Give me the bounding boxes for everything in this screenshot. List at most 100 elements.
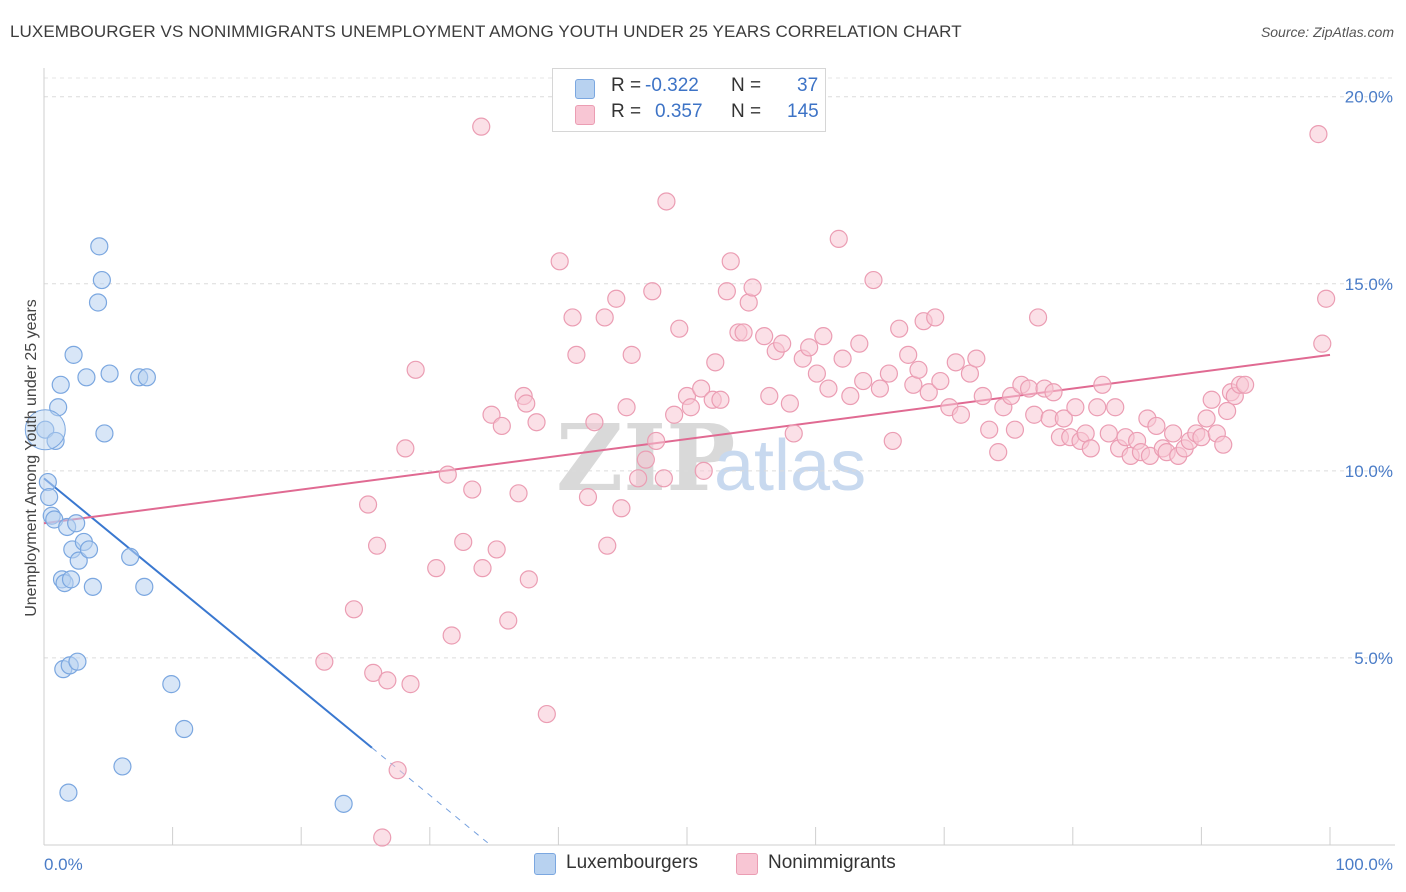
legend-swatch-blue [575, 79, 595, 99]
point-luxembourgers [88, 293, 108, 312]
point-nonimmigrants [926, 308, 945, 327]
point-nonimmigrants [681, 398, 700, 417]
point-nonimmigrants [1192, 428, 1211, 447]
point-nonimmigrants [487, 540, 506, 559]
point-luxembourgers-large [24, 409, 66, 451]
point-nonimmigrants [870, 379, 890, 398]
point-nonimmigrants [883, 431, 902, 451]
point-nonimmigrants [1218, 401, 1237, 421]
point-nonimmigrants [1317, 289, 1336, 308]
point-nonimmigrants [607, 289, 626, 308]
point-nonimmigrants [931, 371, 950, 391]
point-nonimmigrants [879, 364, 899, 383]
bottom-legend-swatch-blue [534, 853, 556, 875]
point-nonimmigrants [1054, 409, 1073, 428]
data-points [24, 117, 1336, 847]
legend-r-label: R = [611, 75, 642, 96]
legend: R = -0.322 N = 37 R = 0.357 N = 145 [552, 68, 826, 132]
point-nonimmigrants [980, 420, 999, 439]
point-nonimmigrants [654, 469, 673, 488]
point-luxembourgers [175, 719, 194, 739]
trend-line-nonimmigrants [43, 353, 1331, 525]
point-nonimmigrants [1313, 334, 1332, 353]
point-nonimmigrants [1147, 416, 1166, 436]
point-luxembourgers [113, 757, 132, 776]
point-nonimmigrants [499, 611, 518, 630]
point-nonimmigrants [438, 465, 457, 484]
point-nonimmigrants [378, 671, 397, 690]
point-luxembourgers [69, 551, 88, 570]
point-luxembourgers [36, 420, 55, 439]
point-nonimmigrants [739, 293, 758, 312]
point-nonimmigrants [743, 278, 762, 297]
point-nonimmigrants [454, 532, 473, 552]
point-nonimmigrants [578, 487, 598, 507]
point-nonimmigrants [807, 364, 826, 383]
axes [43, 68, 1395, 846]
point-nonimmigrants [1099, 424, 1118, 443]
point-nonimmigrants [706, 353, 725, 372]
point-luxembourgers [77, 368, 96, 387]
tick-labels: 5.0% 10.0% 15.0% 20.0% 0.0% 100.0% [44, 88, 1393, 874]
point-nonimmigrants [629, 469, 648, 488]
point-nonimmigrants [1019, 379, 1039, 398]
point-nonimmigrants [711, 390, 730, 409]
point-nonimmigrants [1106, 398, 1125, 417]
point-nonimmigrants [482, 405, 501, 424]
point-nonimmigrants [636, 450, 655, 469]
point-nonimmigrants [919, 383, 938, 402]
point-nonimmigrants [1093, 375, 1112, 394]
point-nonimmigrants [1001, 386, 1021, 406]
legend-n-value: 145 [787, 101, 819, 122]
point-nonimmigrants [388, 761, 407, 780]
chart-source: Source: ZipAtlas.com [1260, 24, 1394, 40]
point-nonimmigrants [1088, 398, 1107, 417]
point-nonimmigrants [1197, 409, 1216, 428]
point-nonimmigrants [819, 379, 838, 398]
point-nonimmigrants [396, 439, 415, 458]
point-luxembourgers [95, 424, 114, 443]
y-tick-label: 10.0% [1345, 462, 1393, 481]
point-luxembourgers [135, 577, 154, 596]
point-nonimmigrants [1028, 308, 1048, 327]
point-nonimmigrants [814, 327, 833, 346]
point-nonimmigrants [567, 345, 586, 364]
point-nonimmigrants [595, 308, 614, 327]
point-luxembourgers [100, 364, 119, 383]
point-nonimmigrants [973, 386, 992, 406]
point-nonimmigrants [854, 371, 873, 391]
point-nonimmigrants [1081, 439, 1100, 458]
point-nonimmigrants [612, 499, 631, 518]
bottom-legend-label: Nonimmigrants [768, 852, 896, 873]
point-nonimmigrants [598, 536, 617, 555]
point-nonimmigrants [442, 626, 461, 645]
point-luxembourgers [121, 547, 140, 567]
point-nonimmigrants [1202, 390, 1221, 409]
point-nonimmigrants [755, 327, 774, 346]
point-nonimmigrants [527, 413, 546, 432]
point-luxembourgers [64, 345, 83, 364]
point-luxembourgers [38, 472, 57, 492]
bottom-legend-swatch-pink [736, 853, 758, 875]
point-luxembourgers [67, 514, 86, 533]
point-nonimmigrants [373, 828, 392, 847]
point-luxembourgers [137, 368, 156, 387]
y-tick-label: 5.0% [1354, 649, 1393, 668]
point-nonimmigrants [773, 334, 792, 353]
point-nonimmigrants [473, 559, 492, 578]
point-nonimmigrants [358, 495, 378, 514]
point-nonimmigrants [841, 386, 860, 406]
point-nonimmigrants [850, 334, 869, 353]
point-nonimmigrants [643, 282, 662, 301]
point-luxembourgers [61, 570, 81, 589]
point-nonimmigrants [864, 270, 883, 290]
point-nonimmigrants [344, 600, 364, 619]
point-nonimmigrants [1025, 405, 1044, 424]
point-nonimmigrants [622, 345, 641, 364]
point-nonimmigrants [784, 424, 803, 443]
y-axis-label: Unemployment Among Youth under 25 years [23, 299, 40, 617]
point-nonimmigrants [960, 364, 980, 383]
point-nonimmigrants [829, 229, 848, 248]
point-nonimmigrants [517, 394, 536, 413]
legend-n-label: N = [731, 101, 762, 122]
